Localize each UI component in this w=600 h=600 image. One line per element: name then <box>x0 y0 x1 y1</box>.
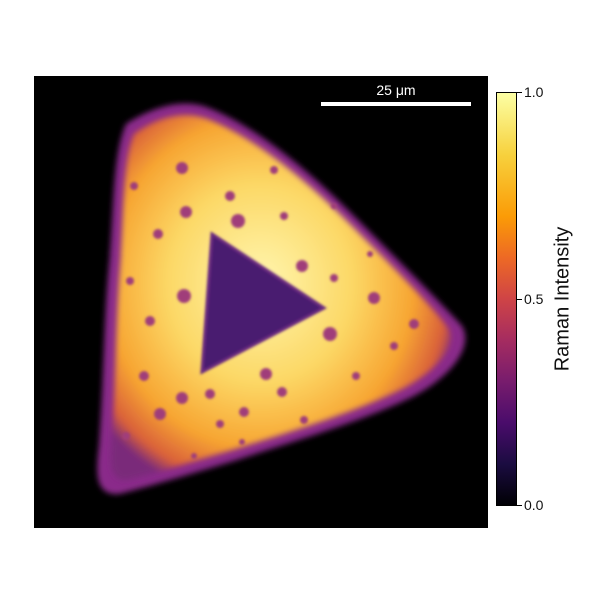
flake-image <box>97 103 466 495</box>
raman-map-image <box>34 76 488 528</box>
colorbar-tick-bottom <box>516 505 522 506</box>
colorbar-tick-label-bottom: 0.0 <box>524 497 544 513</box>
colorbar <box>496 92 517 506</box>
colorbar-tick-label-top: 1.0 <box>524 84 544 100</box>
colorbar-tick-mid <box>516 299 522 300</box>
scale-bar <box>321 102 471 106</box>
inner-triangle <box>200 231 327 375</box>
colorbar-title: Raman Intensity <box>551 226 574 372</box>
colorbar-tick-top <box>516 92 522 93</box>
colorbar-tick-label-mid: 0.5 <box>524 291 544 307</box>
scale-bar-label: 25 μm <box>376 82 416 98</box>
defect-spots <box>122 162 419 459</box>
